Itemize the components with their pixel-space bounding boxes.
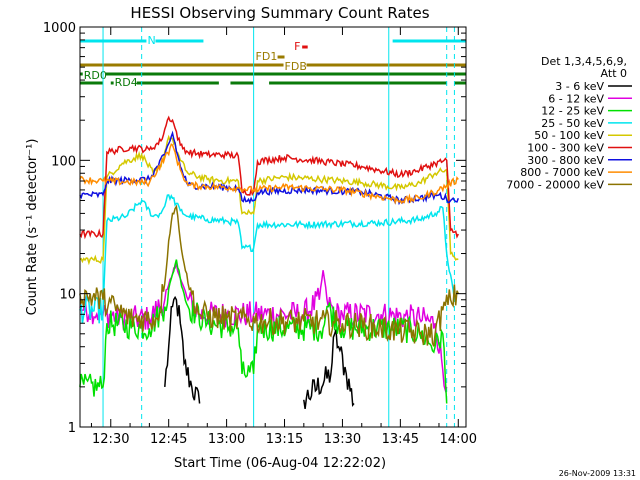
flag-label-bg: [254, 50, 278, 62]
flag-label-rd0: RD0: [84, 69, 107, 82]
legend-entry-label: 800 - 7000 keV: [520, 166, 604, 179]
legend-header-line: Det 1,3,4,5,6,9,: [541, 55, 627, 68]
flag-label-bg: [146, 34, 156, 46]
x-tick-label: 14:00: [440, 432, 477, 447]
series-line-8: [79, 204, 459, 347]
flag-label-fd1: FD1: [256, 50, 278, 63]
x-tick-label: 13:00: [208, 432, 245, 447]
vertical-markers: [102, 27, 455, 427]
axes: 12:30 12:45 13:00 13:15 13:30 13:45 14:00 1 10 10…: [43, 21, 477, 447]
flag-label-bg: [283, 60, 307, 72]
legend-entry-label: 25 - 50 keV: [541, 117, 604, 130]
x-tick-label: 13:30: [324, 432, 361, 447]
y-tick-label: 1000: [43, 21, 76, 36]
flag-label-bg: [82, 69, 106, 81]
x-axis-label: Start Time (06-Aug-04 12:22:02): [174, 456, 386, 471]
legend-entry-label: 50 - 100 keV: [534, 129, 604, 142]
legend-entry-label: 300 - 800 keV: [527, 154, 604, 167]
x-tick-label: 13:15: [266, 432, 303, 447]
flag-label-f: F: [294, 40, 300, 53]
series-line-5: [79, 115, 459, 240]
x-tick-label: 13:45: [382, 432, 419, 447]
series-line-0: [164, 295, 355, 410]
y-tick-label: 1: [68, 421, 76, 436]
legend-entry-label: 12 - 25 keV: [541, 105, 604, 118]
series-lines: [79, 115, 460, 410]
flag-label-bg: [113, 76, 137, 88]
flag-label-rd4: RD4: [115, 76, 138, 89]
series-line-3: [79, 193, 456, 324]
flag-bars: N F FD1 FDB RD0 RD4: [80, 34, 466, 89]
x-tick-label: 12:45: [150, 432, 187, 447]
legend-entry-label: 100 - 300 keV: [527, 142, 604, 155]
y-axis-label: Count Rate (s⁻¹ detector⁻¹): [25, 139, 40, 316]
chart-title: HESSI Observing Summary Count Rates: [130, 4, 429, 22]
y-tick-label: 100: [51, 154, 76, 169]
flag-label-bg: [293, 40, 303, 52]
y-tick-label: 10: [59, 288, 76, 303]
series-line-7: [79, 143, 459, 205]
flag-label-fdb: FDB: [285, 60, 307, 73]
flag-label-n: N: [147, 34, 155, 47]
legend-header-line: Att 0: [601, 67, 627, 80]
plot-frame: [79, 26, 467, 428]
legend-entry-label: 3 - 6 keV: [555, 80, 604, 93]
legend-entry-label: 6 - 12 keV: [548, 92, 604, 105]
series-line-1: [79, 262, 448, 393]
series-line-6: [79, 130, 460, 206]
x-tick-label: 12:30: [92, 432, 129, 447]
legend-entry-label: 7000 - 20000 keV: [506, 178, 604, 191]
series-line-4: [79, 134, 459, 266]
plot-timestamp: 26-Nov-2009 13:31: [559, 469, 636, 478]
